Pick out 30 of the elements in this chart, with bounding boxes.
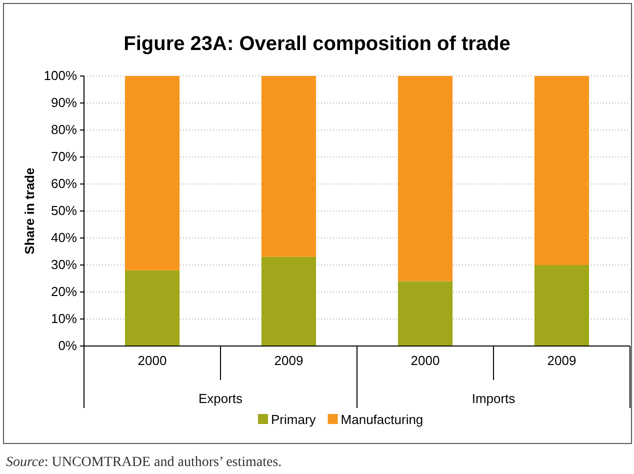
- chart-title: Figure 23A: Overall composition of trade: [124, 33, 510, 55]
- bar: [398, 281, 453, 346]
- bar: [261, 256, 316, 346]
- bar: [124, 270, 180, 346]
- y-tick-label: 70%: [50, 149, 78, 164]
- y-tick-label: 60%: [50, 176, 78, 192]
- x-tick-label: 2009: [274, 353, 304, 368]
- bar: [398, 76, 453, 282]
- bar: [124, 76, 180, 270]
- y-tick-label: 90%: [50, 95, 78, 110]
- y-tick-label: 30%: [50, 257, 78, 272]
- text: Imports: [472, 391, 516, 406]
- bar: [261, 76, 316, 257]
- bar: [534, 265, 590, 346]
- y-tick-label: 50%: [50, 203, 78, 218]
- y-tick-label: 40%: [50, 230, 78, 246]
- y-tick-label: 10%: [50, 311, 78, 326]
- legend-label: Manufacturing: [340, 412, 424, 427]
- bar: [534, 76, 590, 265]
- x-tick-label: 2000: [138, 353, 167, 368]
- y-tick-label: 20%: [50, 284, 78, 300]
- text: Exports: [198, 391, 244, 406]
- source-note: Source: UNCOMTRADE and authors’ estimates.: [6, 455, 282, 470]
- x-tick-label: 2000: [410, 353, 440, 368]
- y-tick-label: 80%: [50, 122, 78, 138]
- y-tick-label: 0%: [58, 338, 78, 354]
- y-axis-title: Share in trade: [22, 168, 37, 254]
- x-tick-label: 2009: [547, 353, 576, 368]
- legend-label: Primary: [271, 412, 316, 427]
- y-tick-label: 100%: [44, 68, 78, 84]
